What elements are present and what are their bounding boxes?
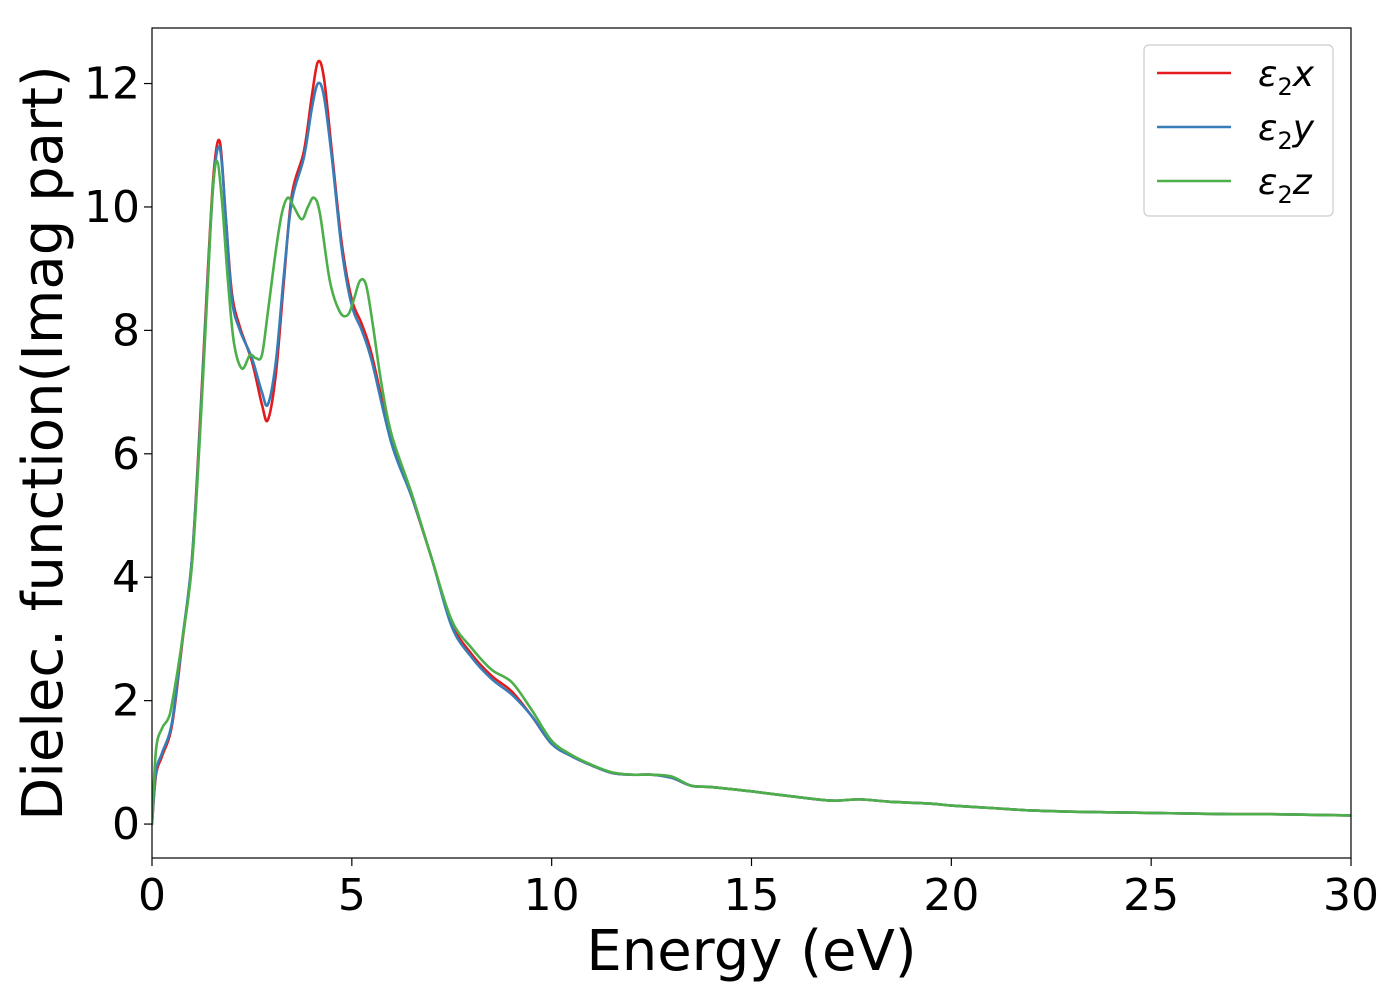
- legend-label-x: ε2x: [1258, 54, 1315, 101]
- series-layer: [152, 59, 1351, 826]
- y-tick-label: 4: [112, 552, 140, 603]
- legend-items: ε2x ε2y ε2z: [1157, 54, 1315, 209]
- legend: ε2x ε2y ε2z: [1143, 44, 1334, 217]
- y-tick-label: 2: [112, 676, 140, 727]
- y-tick-label: 12: [84, 59, 140, 110]
- x-axis-ticks: 0 5 10 15 20 25 30: [138, 858, 1379, 921]
- y-tick-label: 8: [112, 305, 140, 356]
- legend-label-z: ε2z: [1258, 162, 1313, 209]
- x-tick-label: 5: [338, 870, 366, 921]
- y-axis-label: Dielec. function(Imag part): [11, 65, 76, 821]
- y-tick-label: 10: [84, 182, 140, 233]
- x-tick-label: 10: [524, 870, 580, 921]
- y-tick-label: 0: [112, 799, 140, 850]
- series-line-z: [152, 159, 1351, 826]
- x-tick-label: 20: [923, 870, 979, 921]
- legend-box: [1143, 44, 1334, 217]
- x-axis-label: Energy (eV): [586, 919, 916, 984]
- x-tick-label: 0: [138, 870, 166, 921]
- legend-label-y: ε2y: [1258, 108, 1315, 155]
- y-axis-ticks: 0 2 4 6 8 10 12: [84, 59, 152, 850]
- x-tick-label: 25: [1123, 870, 1179, 921]
- x-tick-label: 30: [1323, 870, 1379, 921]
- x-tick-label: 15: [724, 870, 780, 921]
- y-tick-label: 6: [112, 429, 140, 480]
